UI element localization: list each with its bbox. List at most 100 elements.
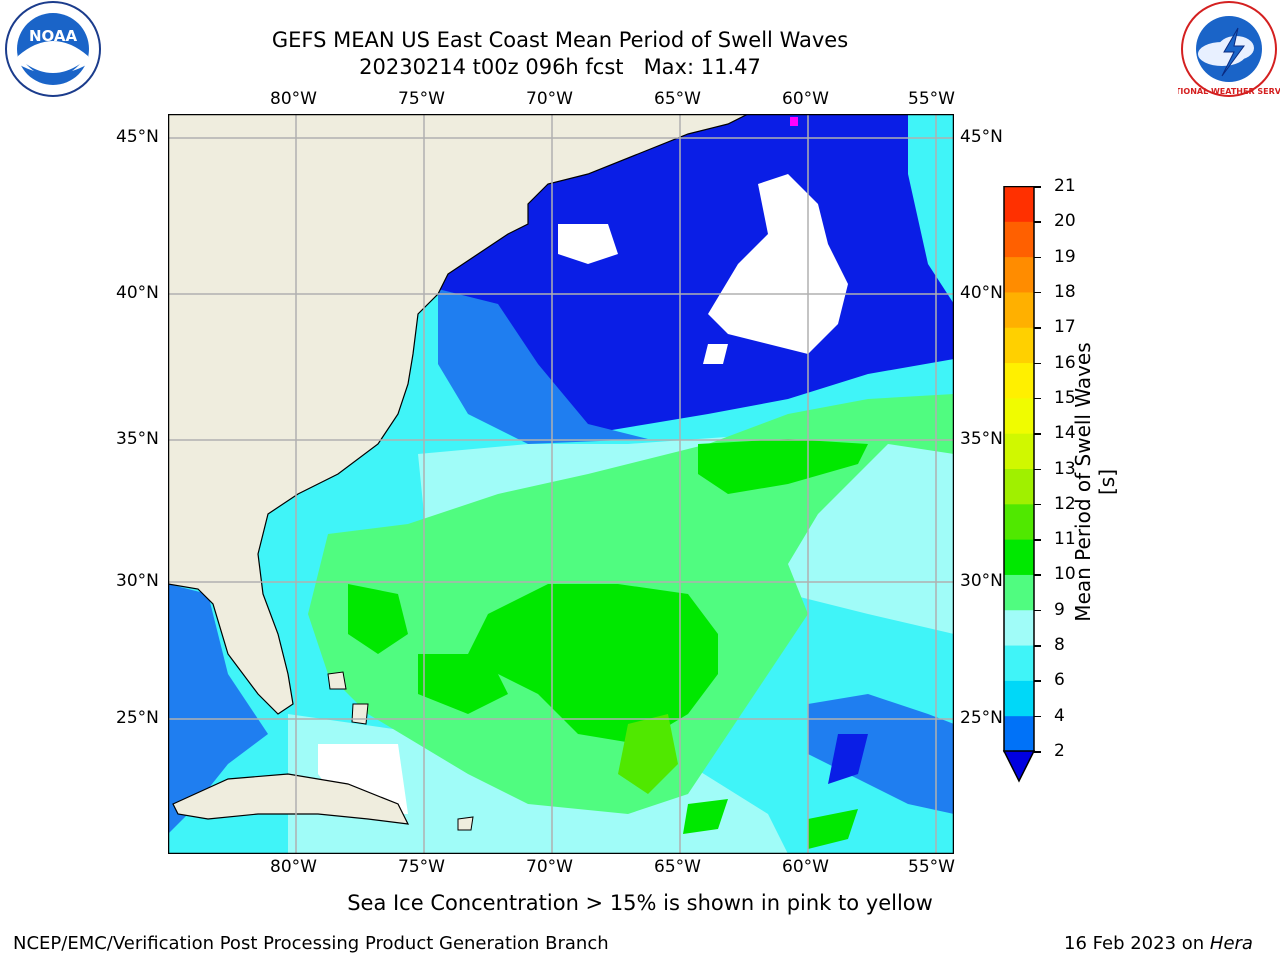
sea-ice-marker <box>790 117 798 126</box>
lat-tick-left-3: 30°N <box>116 571 159 591</box>
colorbar <box>1000 185 1040 786</box>
colorbar-tick-label: 9 <box>1054 599 1065 620</box>
nodata-patch-1 <box>708 174 848 354</box>
lon-tick-top-2: 70°W <box>526 89 573 109</box>
colorbar-tick-mark <box>1034 503 1041 506</box>
lat-tick-left-4: 25°N <box>116 708 159 728</box>
colorbar-tick-mark <box>1034 468 1041 470</box>
lon-tick-bottom-2: 70°W <box>526 857 573 877</box>
gridlines <box>168 114 954 854</box>
colorbar-ticks: 2 4 6 8 9 10 11 12 13 14 15 16 17 18 19 20 21 <box>1034 0 1084 960</box>
lon-tick-top-4: 60°W <box>782 89 829 109</box>
colorbar-segment <box>1004 609 1034 646</box>
colorbar-segment <box>1004 291 1034 328</box>
colorbar-tick-label: 6 <box>1054 670 1065 691</box>
colorbar-tick-mark <box>1034 609 1041 612</box>
colorbar-tick-label: 19 <box>1054 246 1076 267</box>
footer-left: NCEP/EMC/Verification Post Processing Pr… <box>13 933 609 954</box>
colorbar-tick-label: 20 <box>1054 211 1076 232</box>
footer-date: 16 Feb 2023 on <box>1064 933 1205 954</box>
colorbar-tick-label: 4 <box>1054 705 1065 726</box>
lon-tick-top-1: 75°W <box>398 89 445 109</box>
colorbar-segment <box>1004 221 1034 258</box>
colorbar-tick-label: 16 <box>1054 352 1076 373</box>
yellow-green-core <box>618 714 678 794</box>
sea-ice-annotation: Sea Ice Concentration > 15% is shown in … <box>347 891 933 915</box>
land-cuba <box>172 773 410 825</box>
colorbar-tick-mark <box>1034 362 1041 365</box>
lon-tick-bottom-3: 65°W <box>654 857 701 877</box>
lat-tick-left-2: 35°N <box>116 429 159 449</box>
colorbar-segment <box>1004 468 1034 505</box>
lat-tick-left-0: 45°N <box>116 127 159 147</box>
mid-blue-band <box>438 289 648 444</box>
nws-logo-text: NATIONAL WEATHER SERVICE <box>1178 87 1280 96</box>
colorbar-segment <box>1004 645 1034 681</box>
colorbar-tick-mark <box>1034 715 1041 718</box>
deep-blue-region <box>438 114 954 434</box>
colorbar-extend-arrow <box>1002 750 1036 783</box>
lat-tick-right-2: 35°N <box>960 429 1003 449</box>
colorbar-tick-label: 14 <box>1054 423 1076 444</box>
noaa-logo-text: NOAA <box>29 27 78 45</box>
colorbar-tick-mark <box>1034 574 1041 576</box>
noaa-logo: NOAA <box>2 0 104 98</box>
colorbar-tick-mark <box>1034 186 1041 188</box>
lon-tick-bottom-4: 60°W <box>782 857 829 877</box>
colorbar-segment <box>1004 327 1034 364</box>
colorbar-tick-label: 11 <box>1054 529 1076 550</box>
land-north-america <box>168 114 749 715</box>
colorbar-segment <box>1004 256 1034 293</box>
lon-tick-bottom-1: 75°W <box>398 857 445 877</box>
colorbar-segment <box>1004 574 1034 611</box>
footer-machine: Hera <box>1209 933 1253 954</box>
lon-tick-bottom-5: 55°W <box>908 857 955 877</box>
colorbar-tick-label: 21 <box>1054 176 1076 196</box>
colorbar-segment <box>1004 397 1034 434</box>
nws-logo: NATIONAL WEATHER SERVICE <box>1163 0 1280 98</box>
colorbar-tick-mark <box>1034 397 1041 400</box>
colorbar-tick-mark <box>1034 539 1041 541</box>
colorbar-tick-label: 12 <box>1054 493 1076 514</box>
colorbar-tick-mark <box>1034 680 1041 682</box>
lon-tick-top-3: 65°W <box>654 89 701 109</box>
colorbar-tick-label: 8 <box>1054 635 1065 656</box>
max-label: Max: 11.47 <box>643 55 761 79</box>
colorbar-segment <box>1004 715 1034 752</box>
chart-title: GEFS MEAN US East Coast Mean Period of S… <box>160 27 960 53</box>
lat-tick-right-0: 45°N <box>960 127 1003 147</box>
colorbar-tick-label: 15 <box>1054 387 1076 408</box>
colorbar-tick-label: 10 <box>1054 564 1076 585</box>
green-core <box>468 584 718 744</box>
colorbar-segment <box>1004 539 1034 575</box>
lat-tick-left-1: 40°N <box>116 283 159 303</box>
colorbar-tick-mark <box>1034 221 1041 223</box>
colorbar-label: Mean Period of Swell Waves [s] <box>1071 342 1119 622</box>
footer-right: 16 Feb 2023 on Hera <box>1064 933 1253 954</box>
title-line-1: GEFS MEAN US East Coast Mean Period of S… <box>271 28 849 52</box>
colorbar-tick-label: 13 <box>1054 458 1076 479</box>
lat-tick-right-4: 25°N <box>960 708 1003 728</box>
colorbar-tick-label: 2 <box>1054 741 1065 761</box>
colorbar-segment <box>1004 433 1034 469</box>
swell-period-map <box>167 113 955 855</box>
colorbar-tick-mark <box>1034 327 1041 329</box>
title-line-2: 20230214 t00z 096h fcst <box>359 55 624 79</box>
colorbar-segment <box>1004 186 1034 222</box>
lon-tick-top-0: 80°W <box>270 89 317 109</box>
colorbar-tick-mark <box>1034 645 1041 647</box>
colorbar-tick-mark <box>1034 751 1041 753</box>
chart-subtitle: 20230214 t00z 096h fcst Max: 11.47 <box>160 54 960 80</box>
colorbar-tick-mark <box>1034 433 1041 435</box>
colorbar-segment <box>1004 503 1034 540</box>
lat-tick-right-1: 40°N <box>960 283 1003 303</box>
colorbar-tick-label: 17 <box>1054 317 1076 338</box>
lon-tick-bottom-0: 80°W <box>270 857 317 877</box>
colorbar-segment <box>1004 362 1034 399</box>
colorbar-tick-mark <box>1034 291 1041 294</box>
colorbar-tick-mark <box>1034 256 1041 259</box>
colorbar-tick-label: 18 <box>1054 281 1076 302</box>
lat-tick-right-3: 30°N <box>960 571 1003 591</box>
colorbar-segment <box>1004 680 1034 717</box>
lon-tick-top-5: 55°W <box>908 89 955 109</box>
